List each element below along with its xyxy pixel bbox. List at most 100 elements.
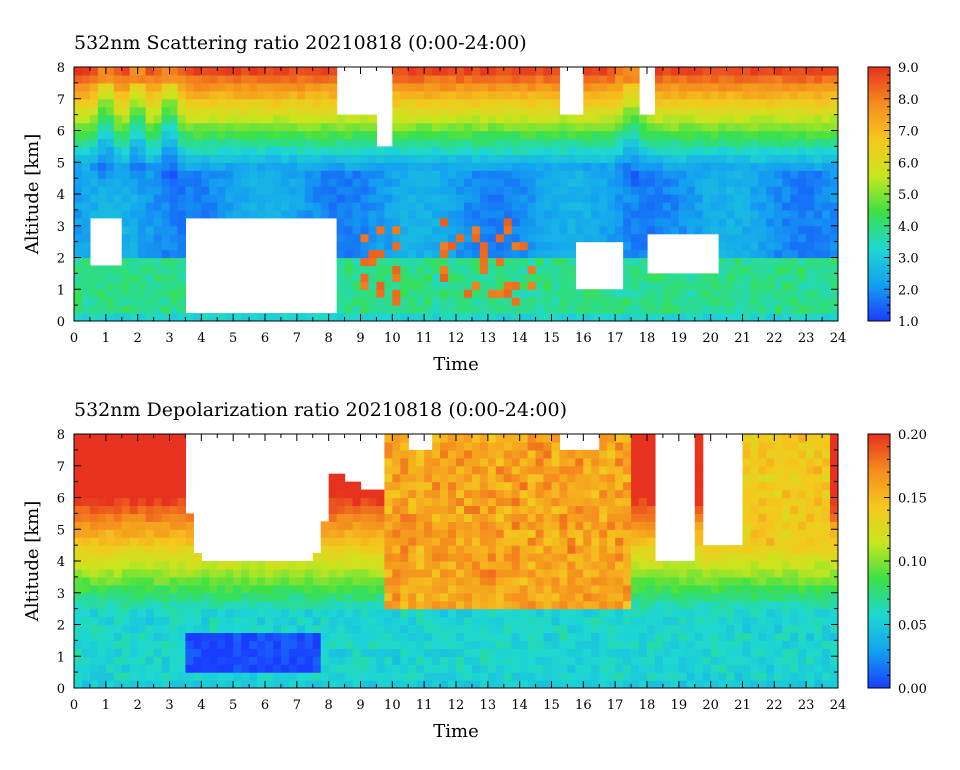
heatmap-cell bbox=[479, 122, 489, 132]
heatmap-cell bbox=[487, 465, 497, 475]
heatmap-cell bbox=[169, 465, 179, 475]
heatmap-cell bbox=[710, 67, 720, 76]
heatmap-cell bbox=[591, 457, 600, 467]
heatmap-cell bbox=[535, 241, 545, 251]
heatmap-cell bbox=[639, 441, 648, 451]
heatmap-cell bbox=[806, 146, 815, 155]
heatmap-cell bbox=[376, 162, 385, 171]
heatmap-cell bbox=[448, 217, 457, 227]
heatmap-cell bbox=[384, 656, 393, 665]
heatmap-cell bbox=[766, 217, 775, 227]
heatmap-cell bbox=[121, 592, 131, 602]
heatmap-cell bbox=[559, 505, 569, 514]
heatmap-cell bbox=[408, 305, 417, 314]
heatmap-cell bbox=[185, 146, 194, 155]
heatmap-cell bbox=[392, 457, 401, 467]
heatmap-cell bbox=[448, 473, 457, 483]
heatmap-cell bbox=[376, 656, 385, 665]
heatmap-cell bbox=[177, 82, 187, 92]
heatmap-cell bbox=[479, 194, 489, 203]
heatmap-cell bbox=[615, 664, 624, 673]
heatmap-cell bbox=[567, 553, 576, 562]
heatmap-cell bbox=[113, 656, 123, 665]
heatmap-cell bbox=[456, 529, 465, 538]
heatmap-cell bbox=[105, 497, 115, 507]
heatmap-cell bbox=[670, 106, 680, 116]
heatmap-cell bbox=[670, 664, 680, 673]
heatmap-cell bbox=[249, 640, 258, 649]
heatmap-cell bbox=[201, 90, 210, 100]
heatmap-cell bbox=[217, 74, 226, 84]
heatmap-cell bbox=[448, 537, 457, 546]
heatmap-cell bbox=[312, 178, 322, 187]
heatmap-cell bbox=[185, 664, 194, 673]
colorbar-tick-label: 3.0 bbox=[898, 252, 919, 267]
heatmap-cell bbox=[623, 281, 632, 290]
heatmap-cell bbox=[81, 297, 91, 306]
heatmap-cell bbox=[161, 257, 171, 267]
heatmap-cell bbox=[169, 122, 179, 132]
heatmap-cell bbox=[678, 201, 688, 211]
heatmap-cell bbox=[336, 170, 346, 179]
heatmap-cell bbox=[304, 67, 314, 76]
heatmap-cell bbox=[487, 305, 497, 314]
heatmap-cell bbox=[352, 489, 362, 499]
heatmap-cell bbox=[607, 664, 616, 673]
heatmap-cell bbox=[105, 561, 115, 570]
heatmap-cell bbox=[225, 584, 234, 594]
heatmap-cell bbox=[599, 624, 608, 634]
heatmap-cell bbox=[631, 553, 640, 562]
heatmap-cell bbox=[662, 600, 672, 610]
heatmap-cell bbox=[225, 74, 234, 84]
heatmap-cell bbox=[527, 680, 537, 688]
heatmap-cell bbox=[782, 154, 791, 163]
heatmap-cell bbox=[503, 194, 513, 203]
y-tick-label: 5 bbox=[57, 156, 65, 171]
heatmap-cell bbox=[81, 265, 91, 274]
heatmap-cell bbox=[201, 600, 210, 610]
heatmap-cell bbox=[81, 624, 91, 634]
heatmap-cell bbox=[670, 209, 680, 219]
heatmap-cell bbox=[336, 632, 346, 641]
heatmap-cell bbox=[654, 632, 664, 641]
heatmap-cell bbox=[265, 67, 274, 76]
heatmap-cell bbox=[177, 648, 187, 657]
heatmap-cell bbox=[583, 233, 592, 243]
heatmap-cell bbox=[392, 434, 401, 443]
heatmap-cell bbox=[503, 640, 513, 649]
heatmap-cell bbox=[169, 265, 179, 274]
heatmap-cell bbox=[392, 130, 401, 140]
heatmap-cell bbox=[519, 640, 529, 649]
heatmap-cell bbox=[583, 289, 592, 298]
x-axis-label: Time bbox=[433, 354, 478, 375]
heatmap-cell bbox=[463, 162, 473, 171]
heatmap-cell bbox=[615, 162, 624, 171]
heatmap-cell bbox=[129, 225, 139, 235]
heatmap-cell bbox=[145, 505, 155, 514]
heatmap-cell bbox=[471, 233, 481, 243]
heatmap-cell bbox=[440, 194, 449, 203]
heatmap-cell bbox=[607, 616, 616, 626]
heatmap-cell bbox=[543, 553, 553, 562]
heatmap-cell bbox=[241, 170, 250, 179]
heatmap-cell bbox=[89, 473, 99, 483]
heatmap-cell bbox=[822, 154, 831, 163]
heatmap-cell bbox=[487, 513, 497, 522]
heatmap-cell bbox=[320, 624, 330, 634]
heatmap-cell bbox=[424, 553, 433, 562]
heatmap-cell bbox=[376, 201, 385, 211]
heatmap-cell bbox=[81, 584, 91, 594]
heatmap-cell bbox=[384, 521, 393, 530]
heatmap-cell bbox=[408, 241, 417, 251]
heatmap-cell bbox=[631, 576, 640, 586]
heatmap-cell bbox=[177, 553, 187, 562]
heatmap-cell bbox=[639, 178, 648, 187]
heatmap-cell bbox=[487, 297, 497, 306]
heatmap-cell bbox=[798, 217, 807, 227]
heatmap-cell bbox=[830, 233, 838, 243]
heatmap-cell bbox=[448, 672, 457, 681]
heatmap-cell bbox=[105, 178, 115, 187]
heatmap-cell bbox=[774, 273, 783, 282]
heatmap-cell bbox=[798, 313, 807, 321]
heatmap-cell bbox=[408, 481, 417, 491]
